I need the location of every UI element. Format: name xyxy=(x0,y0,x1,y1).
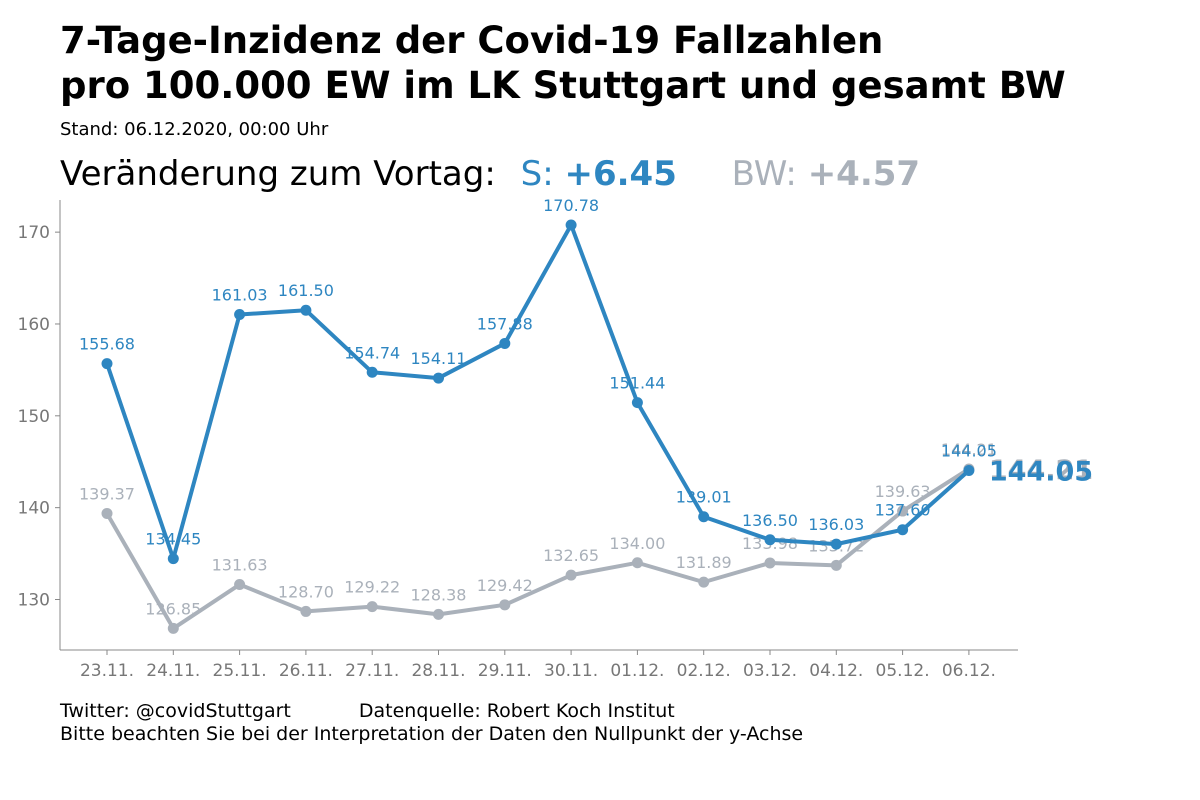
stuttgart-data-label: 134.45 xyxy=(145,530,201,549)
stuttgart-data-label: 157.88 xyxy=(477,314,533,333)
bw-data-label: 129.22 xyxy=(344,578,400,597)
bw-data-point xyxy=(764,557,776,569)
bw-data-point xyxy=(565,569,577,581)
stuttgart-data-point xyxy=(167,553,179,565)
stuttgart-data-point xyxy=(830,538,842,550)
x-tick-label: 06.12. xyxy=(942,661,996,681)
bw-data-label: 131.63 xyxy=(212,556,268,575)
y-axis-note: Bitte beachten Sie bei der Interpretatio… xyxy=(60,723,804,745)
x-tick-label: 01.12. xyxy=(610,661,664,681)
bw-data-point xyxy=(631,557,643,569)
stuttgart-data-point xyxy=(698,511,710,523)
stuttgart-data-label: 136.03 xyxy=(808,515,864,534)
bw-data-point xyxy=(101,507,113,519)
stuttgart-data-label: 137.60 xyxy=(875,501,931,520)
x-tick-label: 27.11. xyxy=(345,661,399,681)
stuttgart-data-point xyxy=(433,372,444,384)
y-tick-label: 170 xyxy=(18,223,50,243)
bw-data-point xyxy=(300,605,312,617)
bw-data-point xyxy=(167,622,179,634)
bw-change-label: BW: xyxy=(731,154,797,194)
y-tick-label: 150 xyxy=(18,407,50,427)
y-tick-label: 140 xyxy=(18,499,50,519)
stuttgart-data-label: 136.50 xyxy=(742,511,798,530)
stuttgart-data-label: 139.01 xyxy=(676,488,732,507)
bw-data-label: 126.85 xyxy=(145,599,201,618)
bw-data-label: 131.89 xyxy=(676,553,732,572)
daily-change-row: Veränderung zum Vortag: S: +6.45 BW: +4.… xyxy=(60,152,920,196)
bw-data-label: 128.70 xyxy=(278,582,334,601)
data-source: Datenquelle: Robert Koch Institut xyxy=(358,700,675,722)
x-tick-label: 25.11. xyxy=(213,661,267,681)
bw-data-label: 139.37 xyxy=(79,484,135,503)
stuttgart-change-value: +6.45 xyxy=(564,154,677,194)
x-tick-label: 04.12. xyxy=(809,661,863,681)
bw-data-label: 129.42 xyxy=(477,576,533,595)
x-tick-label: 23.11. xyxy=(80,661,134,681)
bw-data-label: 134.00 xyxy=(609,534,665,553)
chart-title: 7-Tage-Inzidenz der Covid-19 Fallzahlen … xyxy=(60,18,1066,108)
stuttgart-data-point xyxy=(631,397,643,409)
stuttgart-data-label: 155.68 xyxy=(79,335,135,354)
bw-data-point xyxy=(499,599,511,611)
stuttgart-data-label: 154.74 xyxy=(344,343,400,362)
x-tick-label: 28.11. xyxy=(411,661,465,681)
stuttgart-end-value-label: 144.05 xyxy=(989,456,1093,487)
bw-data-point xyxy=(366,601,378,613)
y-tick-label: 130 xyxy=(18,590,50,610)
chart-title-line-2: pro 100.000 EW im LK Stuttgart und gesam… xyxy=(60,64,1066,107)
x-tick-label: 30.11. xyxy=(544,661,598,681)
stuttgart-data-point xyxy=(234,309,246,321)
chart-title-line-1: 7-Tage-Inzidenz der Covid-19 Fallzahlen xyxy=(60,19,884,62)
bw-data-point xyxy=(234,579,246,591)
stand-date: Stand: 06.12.2020, 00:00 Uhr xyxy=(60,119,329,140)
x-tick-label: 03.12. xyxy=(743,661,797,681)
bw-data-label: 132.65 xyxy=(543,546,599,565)
x-tick-label: 29.11. xyxy=(478,661,532,681)
bw-data-label: 128.38 xyxy=(411,585,467,604)
stuttgart-series-line xyxy=(105,222,971,561)
x-tick-label: 02.12. xyxy=(677,661,731,681)
stuttgart-data-point xyxy=(897,524,909,536)
bw-data-label: 139.63 xyxy=(875,482,931,501)
stuttgart-data-label: 170.78 xyxy=(543,196,599,215)
stuttgart-change-label: S: xyxy=(520,154,554,194)
bw-series-line xyxy=(105,466,971,631)
stuttgart-data-point xyxy=(300,304,312,316)
stuttgart-data-label: 161.50 xyxy=(278,281,334,300)
bw-data-point xyxy=(698,576,710,588)
x-tick-label: 05.12. xyxy=(876,661,930,681)
bw-data-label: 144.21 xyxy=(941,440,997,459)
stuttgart-data-point xyxy=(764,534,776,546)
twitter-credit: Twitter: @covidStuttgart xyxy=(60,700,291,722)
stuttgart-data-label: 154.11 xyxy=(411,349,467,368)
footer: Twitter: @covidStuttgart Datenquelle: Rob… xyxy=(60,700,803,746)
bw-data-point xyxy=(433,608,444,620)
stuttgart-data-point xyxy=(499,337,511,349)
stuttgart-data-point xyxy=(366,366,378,378)
bw-data-point xyxy=(830,559,842,571)
stuttgart-data-point xyxy=(101,358,113,370)
stuttgart-data-point xyxy=(565,219,577,231)
bw-change-value: +4.57 xyxy=(807,154,921,194)
stuttgart-data-label: 144.05 xyxy=(941,441,997,460)
x-tick-label: 26.11. xyxy=(279,661,333,681)
stuttgart-data-label: 151.44 xyxy=(609,374,665,393)
stuttgart-data-point xyxy=(963,464,975,476)
change-label: Veränderung zum Vortag: xyxy=(60,154,496,194)
stuttgart-data-label: 161.03 xyxy=(212,286,268,305)
bw-data-point xyxy=(897,505,909,517)
y-tick-label: 160 xyxy=(18,315,50,335)
bw-end-value-label: 144.21 xyxy=(989,455,1093,486)
x-tick-label: 24.11. xyxy=(146,661,200,681)
